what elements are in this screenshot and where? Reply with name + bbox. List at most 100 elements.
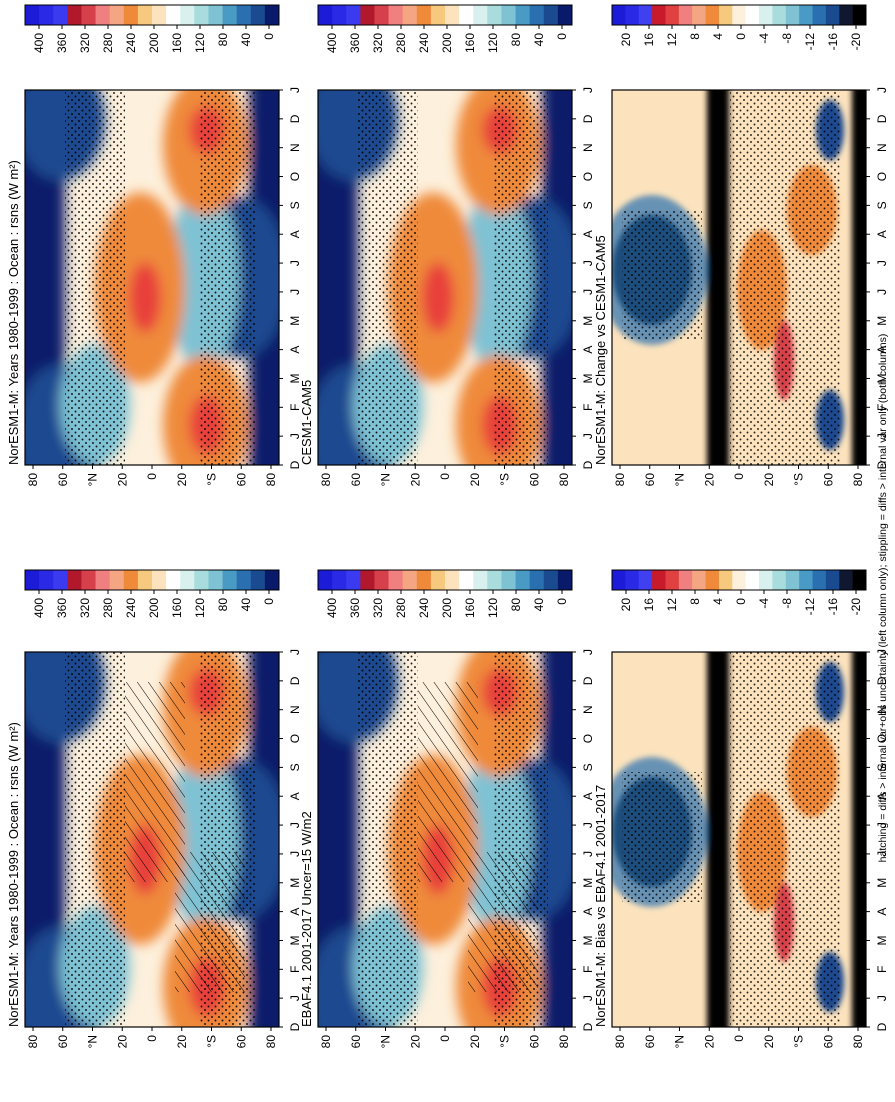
- lat-tick-label: 80: [26, 473, 40, 487]
- colorbar-swatch: [430, 570, 446, 590]
- stippling: [200, 90, 255, 465]
- colorbar-swatch: [360, 5, 375, 25]
- month-tick-label: F: [288, 966, 302, 973]
- panel-3: 400 360 320 280 240 200 160 120 80 40 0DJFMAMJJASO…: [299, 4, 595, 487]
- colorbar-swatch: [652, 5, 666, 25]
- month-tick-label: M: [288, 935, 302, 945]
- colorbar-tick-label: 160: [463, 598, 477, 618]
- colorbar-tick-label: 8: [688, 33, 702, 40]
- colorbar-swatch: [346, 5, 361, 25]
- month-tick-label: J: [875, 289, 889, 295]
- colorbar-swatch: [705, 5, 720, 25]
- colorbar-swatch: [759, 5, 773, 25]
- month-tick-label: M: [581, 878, 595, 888]
- colorbar-tick-label: 20: [619, 33, 633, 47]
- stippling: [622, 772, 702, 902]
- month-tick-label: D: [875, 1022, 889, 1031]
- colorbar-swatch: [839, 570, 854, 590]
- heatmap-field: [318, 90, 572, 465]
- colorbar-swatch: [557, 5, 573, 25]
- lat-tick-label: 60: [56, 473, 70, 487]
- lat-tick-label: 20: [408, 1035, 422, 1049]
- colorbar-tick-label: 40: [239, 33, 253, 47]
- colorbar-swatch: [250, 5, 266, 25]
- colorbar-tick-label: 360: [55, 33, 69, 53]
- colorbar-tick-label: 120: [486, 33, 500, 53]
- lat-tick-label: 60: [821, 473, 835, 487]
- colorbar-tick-label: 160: [170, 33, 184, 53]
- colorbar-swatch: [264, 5, 280, 25]
- colorbar-frame: [611, 569, 867, 591]
- colorbar-tick-label: 400: [32, 33, 46, 53]
- panel-title: NorESM1-M: Years 1980-1999 : Ocean : rsn…: [6, 722, 21, 1027]
- colorbar-swatch: [360, 570, 375, 590]
- month-axis: D J F M A M J J A S O N D J: [866, 649, 889, 1031]
- colorbar-tick-label: 200: [147, 598, 161, 618]
- colorbar-swatch: [39, 5, 54, 25]
- lat-tick-label: 20: [408, 473, 422, 487]
- colorbar-tick-label: 40: [239, 598, 253, 612]
- stippling: [730, 90, 840, 465]
- lat-tick-label: °S: [498, 1035, 512, 1048]
- month-tick-label: F: [875, 404, 889, 411]
- colorbar-tick-label: 16: [642, 33, 656, 47]
- heatmap-field: [318, 652, 572, 1027]
- heatmap-field: [612, 90, 866, 465]
- lat-tick-label: 80: [26, 1035, 40, 1049]
- lat-tick-label: °N: [379, 1035, 393, 1048]
- colorbar-swatch: [222, 5, 238, 25]
- colorbar-tick-label: 16: [642, 598, 656, 612]
- colorbar-swatch: [137, 570, 153, 590]
- month-tick-label: J: [581, 995, 595, 1001]
- colorbar-swatch: [222, 570, 238, 590]
- colorbar-tick-label: 200: [147, 33, 161, 53]
- lat-tick-label: 20: [115, 473, 129, 487]
- colorbar-swatch: [332, 570, 347, 590]
- month-tick-label: O: [581, 734, 595, 743]
- lat-tick-label: 0: [145, 1035, 159, 1042]
- colorbar-swatch: [208, 570, 223, 590]
- colorbar-tick-label: 400: [325, 598, 339, 618]
- colorbar-tick-label: 0: [734, 598, 748, 605]
- month-tick-label: M: [581, 316, 595, 326]
- month-tick-label: A: [288, 792, 302, 800]
- colorbar-swatch: [852, 5, 867, 25]
- colorbar-swatch: [430, 5, 446, 25]
- colorbar-swatch: [852, 570, 867, 590]
- month-tick-label: N: [875, 705, 889, 714]
- lat-tick-label: 80: [851, 1035, 865, 1049]
- colorbar-tick-label: -4: [757, 33, 771, 44]
- colorbar-swatch: [515, 570, 531, 590]
- colorbar: 400 360 320 280 240 200 160 120 80 40 0: [24, 569, 280, 618]
- colorbar-swatch: [388, 5, 404, 25]
- month-tick-label: D: [875, 114, 889, 123]
- month-tick-label: J: [288, 433, 302, 439]
- lat-tick-label: 80: [557, 473, 571, 487]
- colorbar-tick-label: 240: [124, 33, 138, 53]
- lat-tick-label: 60: [349, 1035, 363, 1049]
- month-tick-label: J: [875, 851, 889, 857]
- colorbar-swatch: [123, 5, 139, 25]
- colorbar-swatch: [812, 5, 827, 25]
- colorbar-swatch: [772, 570, 787, 590]
- stippling: [730, 652, 840, 1027]
- colorbar-swatch: [459, 5, 474, 25]
- colorbar-swatch: [25, 5, 40, 25]
- colorbar-swatch: [53, 570, 68, 590]
- lat-axis: 80 60 °N 20 0 20 °S 60 80: [613, 1027, 865, 1048]
- colorbar-tick-label: 0: [734, 33, 748, 40]
- month-tick-label: A: [875, 230, 889, 238]
- colorbar-swatch: [501, 5, 516, 25]
- colorbar-swatch: [194, 5, 209, 25]
- colorbar-tick-label: 4: [711, 33, 725, 40]
- colorbar-tick-label: 160: [170, 598, 184, 618]
- colorbar-swatch: [732, 570, 747, 590]
- month-tick-label: N: [288, 143, 302, 152]
- month-tick-label: O: [288, 172, 302, 181]
- month-tick-label: J: [875, 433, 889, 439]
- colorbar-swatch: [166, 570, 181, 590]
- panel-5: 20 16 12 8 4 0 -4 -8 -12 -16 -20 D J F M A M J J A S O N D J 80 60…: [593, 4, 889, 487]
- lat-tick-label: 20: [762, 473, 776, 487]
- lat-tick-label: 80: [264, 1035, 278, 1049]
- colorbar-swatch: [529, 5, 545, 25]
